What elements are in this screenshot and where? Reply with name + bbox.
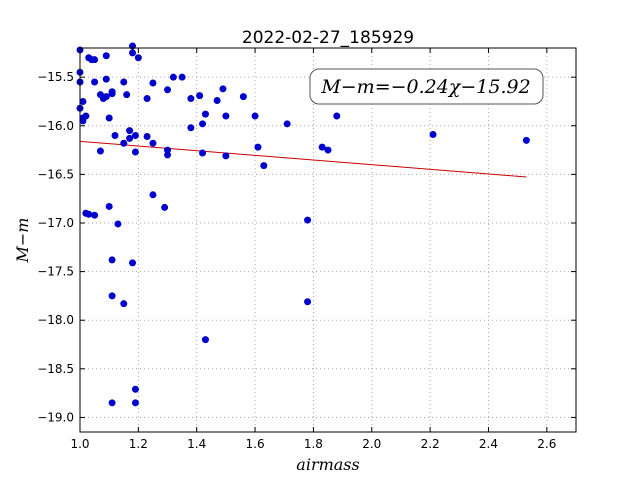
data-point — [164, 146, 172, 154]
data-point — [196, 92, 204, 100]
data-point — [304, 298, 312, 306]
data-point — [131, 399, 139, 407]
data-point — [260, 162, 268, 170]
data-point — [120, 300, 128, 308]
data-point — [85, 210, 93, 218]
fit-equation-annotation: M−m=−0.24χ−15.92 — [309, 68, 544, 105]
data-point — [129, 42, 137, 50]
y-tick-label: −15.5 — [37, 70, 74, 84]
y-tick-label: −19.0 — [37, 410, 74, 424]
data-point — [187, 124, 195, 132]
data-point — [522, 136, 530, 144]
data-point — [143, 132, 151, 140]
data-point — [120, 139, 128, 147]
y-tick-label: −18.0 — [37, 313, 74, 327]
x-tick-label: 1.0 — [70, 437, 89, 451]
data-point — [149, 139, 157, 147]
annotation-text: M−m=−0.24χ−15.92 — [320, 76, 530, 98]
data-point — [201, 110, 209, 118]
data-point — [102, 52, 110, 60]
data-point — [161, 203, 169, 211]
data-point — [222, 112, 230, 120]
data-point — [120, 78, 128, 86]
grid-lines — [79, 48, 576, 432]
data-point — [199, 149, 207, 157]
data-point — [164, 86, 172, 94]
data-point — [91, 211, 99, 219]
data-point — [149, 191, 157, 199]
x-tick-label: 1.6 — [246, 437, 265, 451]
data-point — [108, 399, 116, 407]
y-tick-label: −16.5 — [37, 167, 74, 181]
y-tick-label: −18.5 — [37, 362, 74, 376]
data-point — [304, 216, 312, 224]
plot-frame — [79, 47, 577, 433]
data-point — [111, 131, 119, 139]
data-point — [149, 79, 157, 87]
data-point — [114, 220, 122, 228]
y-tick-label: −17.5 — [37, 265, 74, 279]
fit-line — [79, 140, 527, 178]
data-point — [429, 131, 437, 139]
data-point — [105, 202, 113, 210]
x-axis-label: airmass — [296, 455, 359, 474]
data-point — [126, 127, 134, 135]
data-point — [333, 112, 341, 120]
x-tick-label: 1.4 — [187, 437, 206, 451]
data-point — [324, 146, 332, 154]
data-point — [283, 120, 291, 128]
data-point — [213, 96, 221, 104]
data-point — [129, 259, 137, 267]
data-point — [187, 95, 195, 103]
fit-line-layer — [79, 140, 527, 178]
data-point — [108, 292, 116, 300]
data-point — [123, 91, 131, 99]
data-point — [318, 143, 326, 151]
data-point — [131, 131, 139, 139]
data-point — [91, 78, 99, 86]
data-point — [129, 49, 137, 57]
data-point — [143, 95, 151, 103]
x-tick-label: 1.8 — [304, 437, 323, 451]
data-point — [164, 151, 172, 159]
chart-title: 2022-02-27_185929 — [242, 28, 414, 48]
x-tick-label: 2.2 — [421, 437, 440, 451]
data-point — [131, 148, 139, 156]
data-point — [108, 256, 116, 264]
data-point — [169, 73, 177, 81]
data-point — [178, 73, 186, 81]
data-point — [108, 90, 116, 98]
x-tick-label: 2.4 — [479, 437, 498, 451]
data-point — [254, 143, 262, 151]
data-point — [134, 54, 142, 62]
data-point — [251, 112, 259, 120]
x-tick-label: 2.6 — [537, 437, 556, 451]
y-tick-label: −16.0 — [37, 119, 74, 133]
data-point — [222, 152, 230, 160]
data-point — [201, 336, 209, 344]
data-point — [219, 85, 227, 93]
data-point — [82, 112, 90, 120]
y-tick-label: −17.0 — [37, 216, 74, 230]
y-axis-label: M−m — [13, 218, 32, 264]
data-point — [239, 93, 247, 101]
data-point — [126, 134, 134, 142]
data-point — [102, 93, 110, 101]
data-point — [102, 75, 110, 83]
data-point — [96, 147, 104, 155]
x-tick-label: 2.0 — [362, 437, 381, 451]
annotation-box — [309, 68, 544, 105]
data-point — [91, 56, 99, 64]
data-point — [131, 385, 139, 393]
axis-ticks-layer: 1.0 1.2 1.4 1.6 1.8 2.0 2.2 2.4 2.6 −15.5 −16.0 −16… — [37, 48, 576, 451]
x-tick-label: 1.2 — [129, 437, 148, 451]
data-point — [199, 120, 207, 128]
data-point — [79, 97, 87, 105]
data-point — [105, 114, 113, 122]
